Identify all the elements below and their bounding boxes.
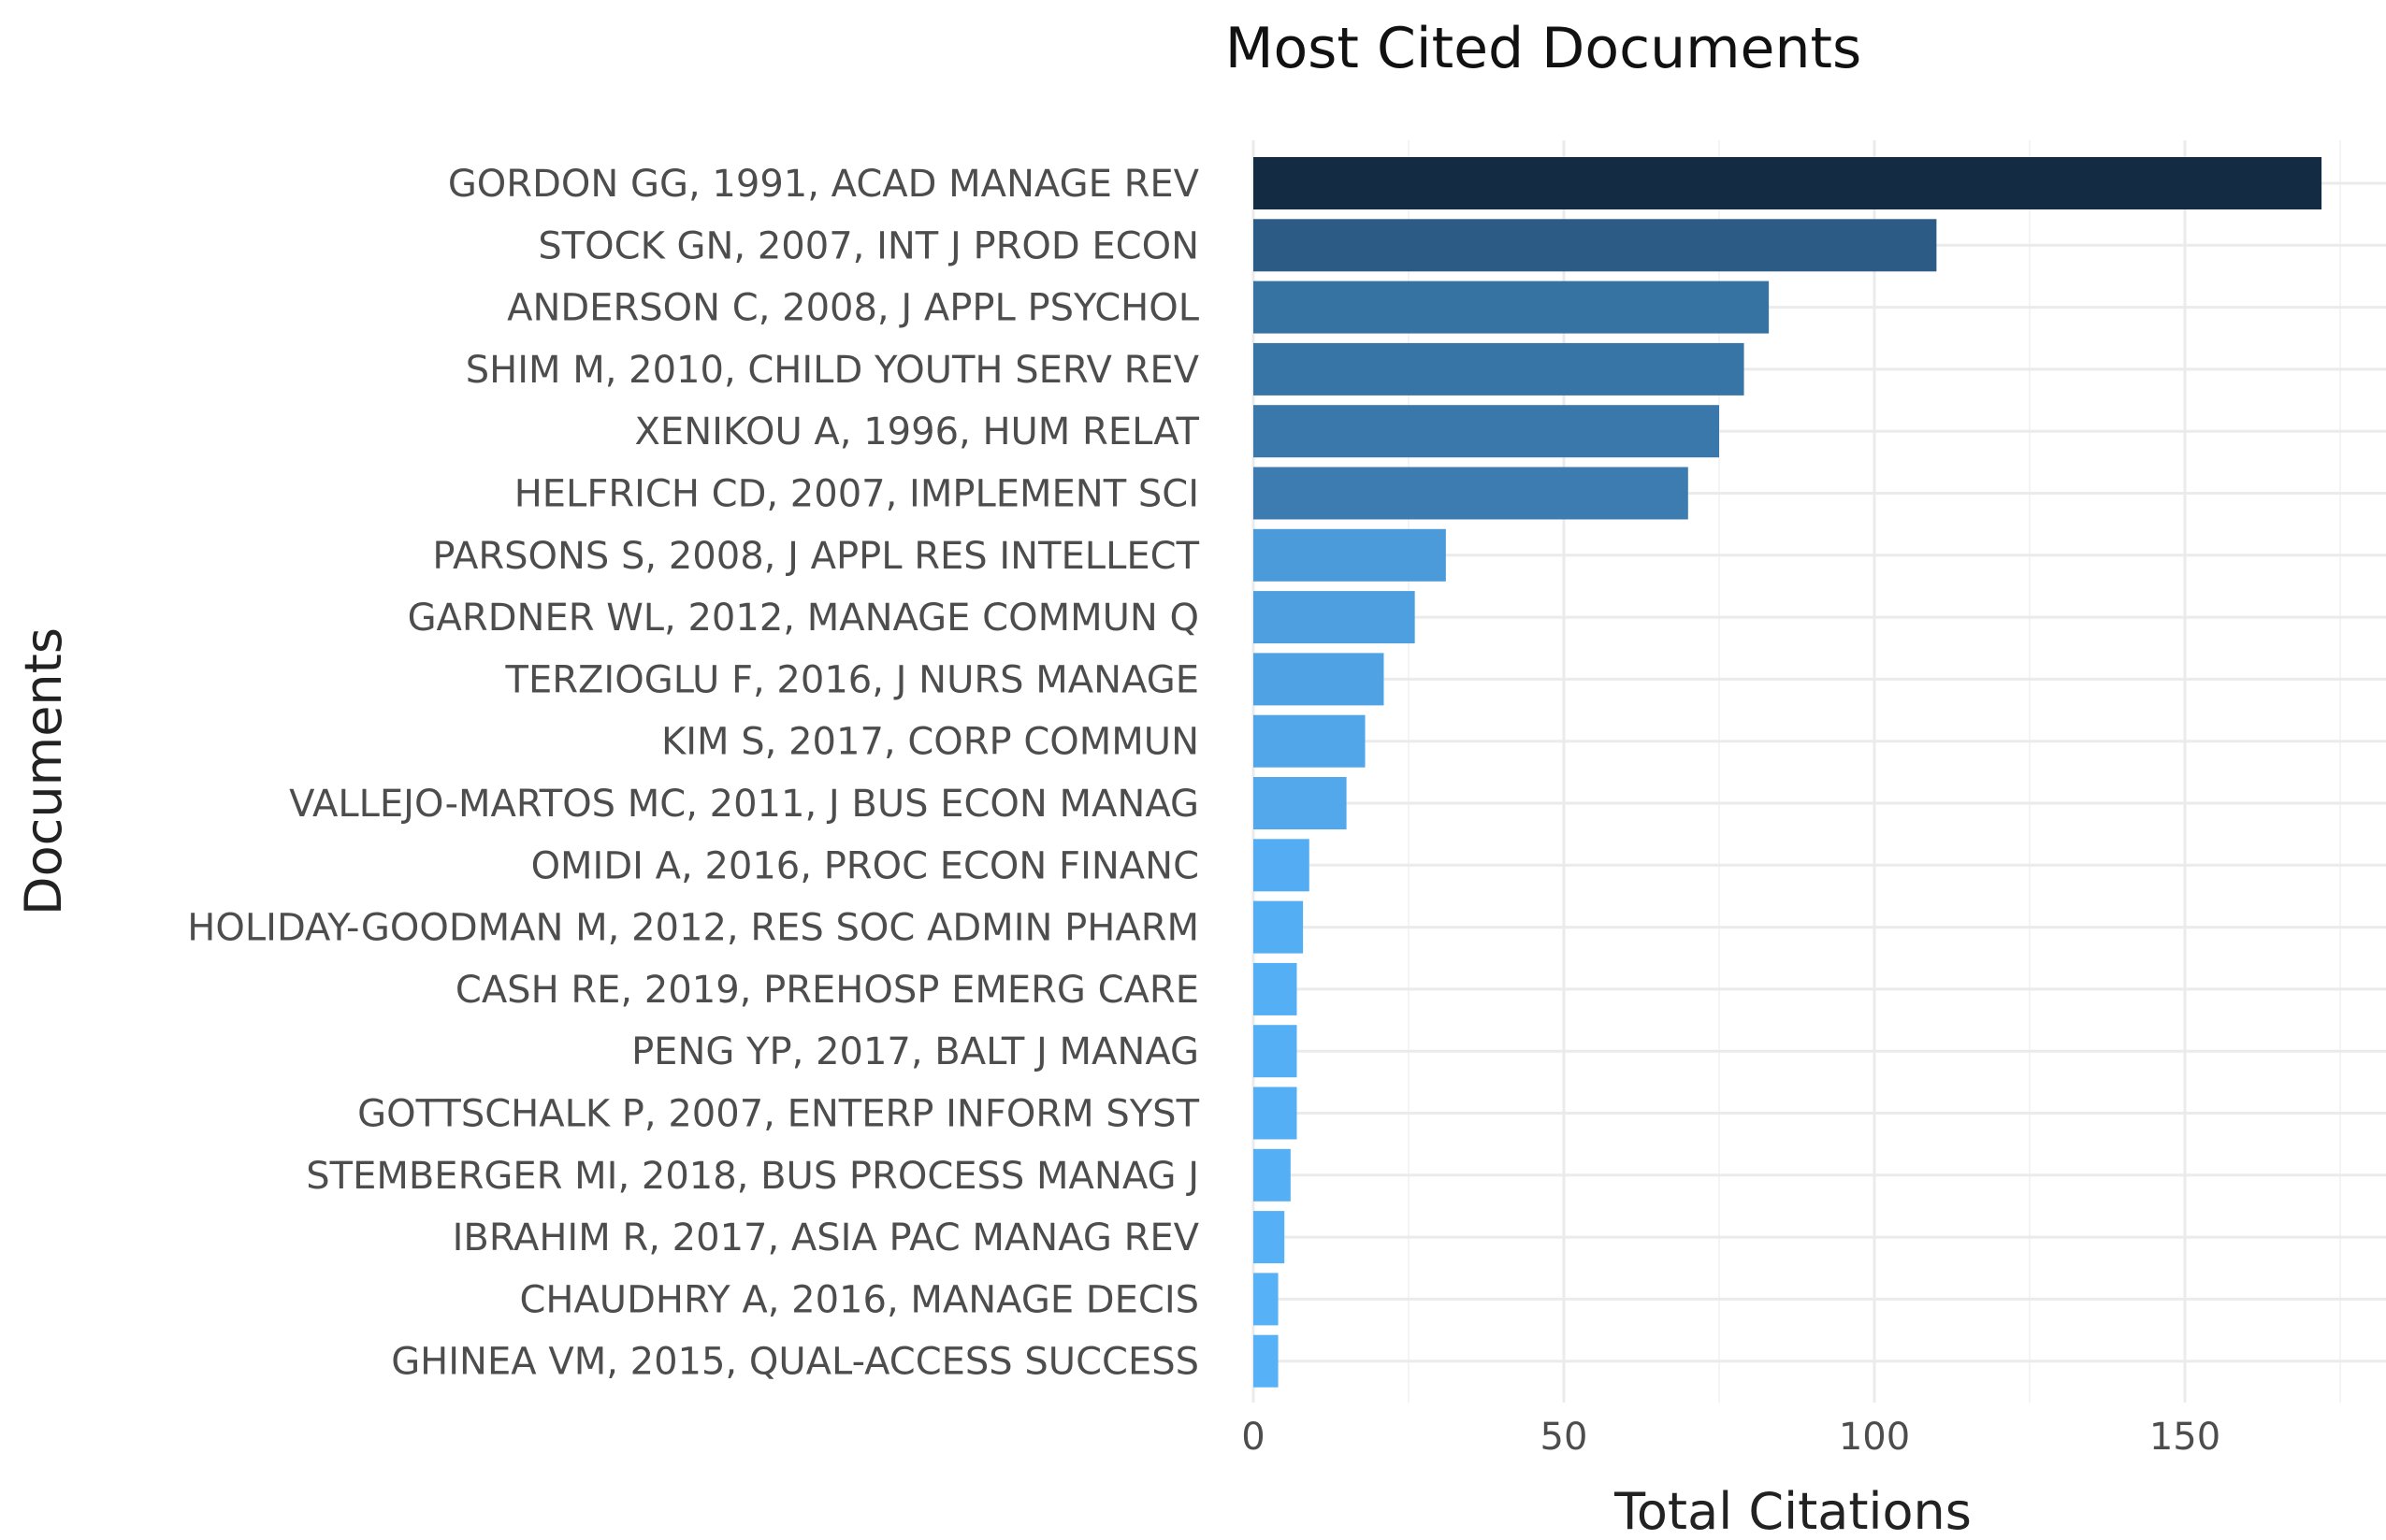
bar	[1253, 839, 1309, 892]
category-label: GORDON GG, 1991, ACAD MANAGE REV	[448, 163, 1200, 206]
y-axis-title: Documents	[14, 627, 73, 915]
category-label: CHAUDHRY A, 2016, MANAGE DECIS	[519, 1278, 1199, 1321]
x-tick-label: 150	[2149, 1416, 2220, 1459]
category-label: OMIDI A, 2016, PROC ECON FINANC	[531, 844, 1199, 887]
bar	[1253, 1148, 1291, 1202]
bar	[1253, 157, 2322, 209]
category-label: HELFRICH CD, 2007, IMPLEMENT SCI	[514, 473, 1199, 516]
bars	[1253, 157, 2322, 1388]
bar	[1253, 1211, 1285, 1264]
bar	[1253, 777, 1347, 829]
category-label: PARSONS S, 2008, J APPL RES INTELLECT	[432, 535, 1199, 578]
bar	[1253, 219, 1937, 272]
category-label: VALLEJO-MARTOS MC, 2011, J BUS ECON MANA…	[289, 783, 1199, 826]
bar	[1253, 962, 1297, 1015]
x-tick-label: 0	[1241, 1416, 1265, 1459]
category-label: XENIKOU A, 1996, HUM RELAT	[635, 410, 1200, 453]
category-label: HOLIDAY-GOODMAN M, 2012, RES SOC ADMIN P…	[187, 907, 1199, 950]
bar	[1253, 467, 1688, 520]
bar	[1253, 714, 1366, 768]
category-label: ANDERSON C, 2008, J APPL PSYCHOL	[507, 287, 1200, 330]
x-tick-label: 100	[1839, 1416, 1910, 1459]
bar	[1253, 1273, 1279, 1326]
category-label: TERZIOGLU F, 2016, J NURS MANAGE	[505, 658, 1199, 701]
x-axis-title: Total Citations	[1613, 1482, 1972, 1540]
bar	[1253, 591, 1415, 644]
x-tick-label: 50	[1540, 1416, 1588, 1459]
x-tick-labels: 0 50 100 150	[1241, 1416, 2220, 1459]
bar	[1253, 405, 1719, 458]
category-label: IBRAHIM R, 2017, ASIA PAC MANAG REV	[453, 1216, 1200, 1259]
bar	[1253, 900, 1304, 954]
category-label: PENG YP, 2017, BALT J MANAG	[631, 1030, 1199, 1073]
category-label: CASH RE, 2019, PREHOSP EMERG CARE	[456, 969, 1199, 1012]
bar	[1253, 653, 1384, 706]
bar	[1253, 342, 1744, 396]
category-label: STEMBERGER MI, 2018, BUS PROCESS MANAG J	[306, 1155, 1199, 1198]
category-label: SHIM M, 2010, CHILD YOUTH SERV REV	[466, 349, 1200, 392]
category-labels: GORDON GG, 1991, ACAD MANAGE REV STOCK GN…	[187, 163, 1199, 1384]
category-label: GOTTSCHALK P, 2007, ENTERP INFORM SYST	[357, 1093, 1199, 1136]
bar	[1253, 1334, 1279, 1388]
category-label: GARDNER WL, 2012, MANAGE COMMUN Q	[408, 597, 1199, 640]
bar	[1253, 281, 1770, 334]
category-label: STOCK GN, 2007, INT J PROD ECON	[538, 224, 1199, 267]
category-label: GHINEA VM, 2015, QUAL-ACCESS SUCCESS	[391, 1341, 1199, 1384]
category-label: KIM S, 2017, CORP COMMUN	[661, 721, 1199, 764]
bar	[1253, 528, 1446, 582]
bar	[1253, 1025, 1297, 1078]
bar	[1253, 1087, 1297, 1140]
chart-title: Most Cited Documents	[1225, 16, 1862, 81]
